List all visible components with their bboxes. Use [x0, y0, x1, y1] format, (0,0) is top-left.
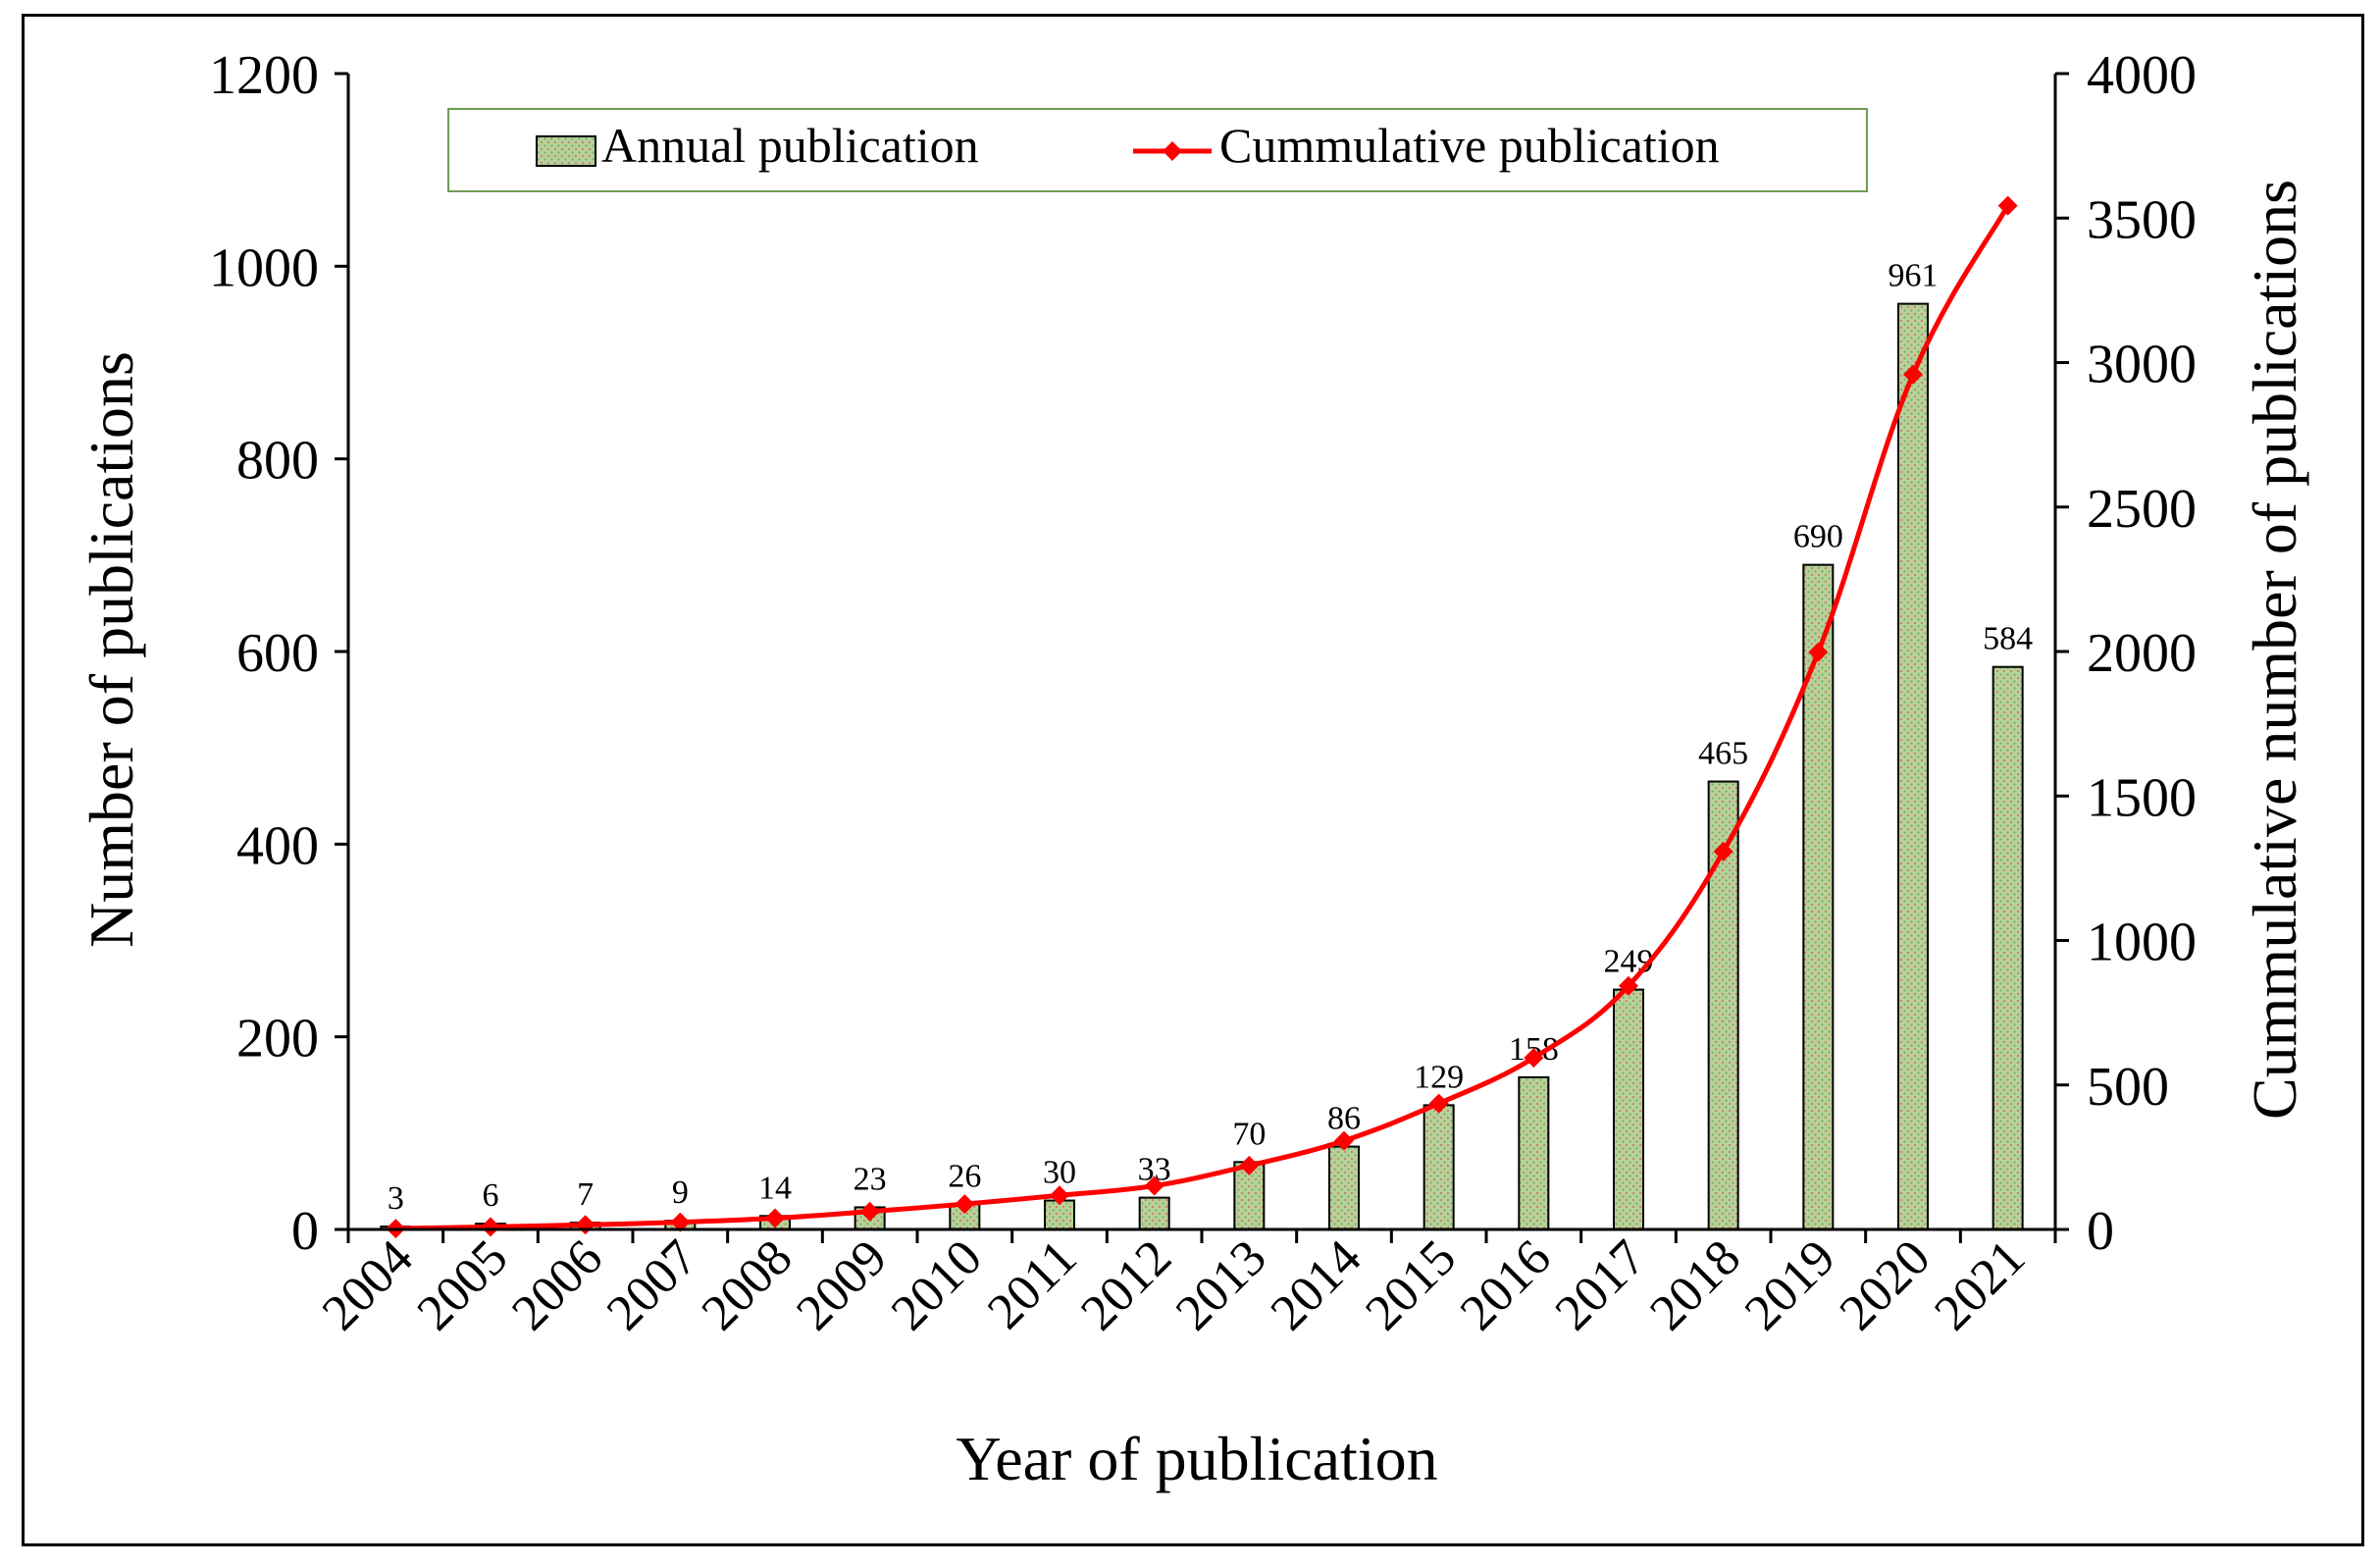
y-tick-label: 600 — [236, 623, 319, 684]
axes — [346, 74, 2057, 1231]
bar — [1613, 988, 1644, 1230]
x-tick-label: 2018 — [1639, 1229, 1751, 1341]
bar-data-label: 3 — [388, 1180, 404, 1217]
y2-tick-label: 2500 — [2087, 479, 2197, 540]
cumulative-point — [1144, 1175, 1164, 1196]
cumulative-point — [481, 1217, 500, 1237]
y-tick-label: 1000 — [209, 237, 319, 298]
legend: Annual publication Cummulative publicati… — [447, 108, 1868, 192]
cumulative-point — [670, 1212, 691, 1232]
bar — [1518, 1075, 1550, 1230]
bar-data-label: 6 — [483, 1177, 499, 1214]
y2-axis-label: Cummulative number of publications — [2240, 180, 2309, 1120]
legend-line-marker — [1163, 141, 1182, 161]
x-tick-label: 2015 — [1355, 1229, 1467, 1341]
cumulative-point — [955, 1194, 975, 1215]
bar-data-label: 86 — [1327, 1101, 1361, 1137]
bar-data-label: 23 — [854, 1161, 887, 1197]
x-tick-label: 2011 — [977, 1229, 1087, 1339]
bar-data-label: 30 — [1043, 1155, 1076, 1191]
y-tick-label: 1200 — [209, 45, 319, 106]
y-axis-label: Number of publications — [77, 351, 146, 948]
x-tick-label: 2012 — [1070, 1229, 1182, 1341]
legend-bar-swatch — [536, 135, 596, 167]
cumulative-point — [575, 1215, 595, 1235]
cumulative-point — [765, 1208, 785, 1228]
bar-data-label: 70 — [1232, 1116, 1266, 1152]
x-tick-label: 2021 — [1924, 1229, 2036, 1341]
cumulative-point — [1524, 1048, 1544, 1069]
y-tick-label: 0 — [291, 1201, 319, 1262]
bar-data-label: 249 — [1604, 944, 1654, 980]
y2-tick-label: 3500 — [2087, 189, 2197, 250]
cumulative-point — [1239, 1155, 1260, 1175]
y2-tick-label: 4000 — [2087, 45, 2197, 106]
bar — [1897, 302, 1929, 1230]
y2-tick-label: 1500 — [2087, 767, 2197, 828]
legend-bar-label: Annual publication — [601, 118, 979, 173]
x-tick-label: 2010 — [881, 1229, 993, 1341]
cumulative-point — [1808, 642, 1829, 662]
bar — [1328, 1145, 1360, 1230]
y-ticks-right: 0 500 1000 1500 2000 2500 3000 3500 4000 — [2055, 45, 2197, 1262]
x-tick-label: 2016 — [1450, 1229, 1562, 1341]
x-tick-label: 2019 — [1734, 1229, 1846, 1341]
bar-data-label: 961 — [1888, 258, 1939, 294]
x-tick-label: 2020 — [1830, 1229, 1941, 1341]
y-ticks-left: 0 200 400 600 800 1000 1200 — [209, 45, 348, 1262]
cumulative-point — [1713, 841, 1733, 861]
bar — [1423, 1104, 1455, 1230]
cumulative-point — [1334, 1130, 1354, 1151]
cumulative-point — [1997, 195, 2018, 216]
cumulative-point — [859, 1201, 880, 1222]
bar — [1992, 665, 2024, 1230]
x-tick-label: 2005 — [407, 1229, 519, 1341]
x-tick-label: 2008 — [692, 1229, 803, 1341]
chart: 367914232630337086129158249465690961584 … — [77, 45, 2309, 1493]
y-tick-label: 400 — [236, 815, 319, 876]
bar-data-label: 690 — [1793, 519, 1843, 555]
line-group — [386, 195, 2018, 1239]
bar — [1233, 1161, 1266, 1230]
x-tick-label: 2009 — [786, 1229, 898, 1341]
bar-group — [380, 302, 2024, 1231]
cumulative-line — [395, 204, 2010, 1231]
bar — [1138, 1196, 1170, 1230]
x-tick-label: 2006 — [501, 1229, 613, 1341]
cumulative-point — [1050, 1185, 1069, 1206]
y2-tick-label: 2000 — [2087, 623, 2197, 684]
x-tick-label: 2013 — [1165, 1229, 1277, 1341]
bar — [1802, 563, 1835, 1230]
bar-data-label: 26 — [948, 1158, 981, 1194]
figure-frame: 367914232630337086129158249465690961584 … — [22, 14, 2364, 1546]
y2-tick-label: 0 — [2087, 1201, 2114, 1262]
cumulative-point — [1428, 1093, 1449, 1114]
bar-data-label: 14 — [758, 1170, 792, 1206]
cumulative-point — [1619, 975, 1638, 996]
y-tick-label: 200 — [236, 1009, 319, 1070]
x-ticks: 2004200520062007200820092010201120122013… — [312, 1229, 2057, 1341]
x-tick-label: 2014 — [1261, 1229, 1372, 1341]
y2-tick-label: 3000 — [2087, 335, 2197, 395]
x-tick-label: 2017 — [1545, 1229, 1657, 1341]
bar-data-label: 7 — [577, 1176, 594, 1213]
bar-data-label: 9 — [672, 1174, 689, 1211]
bar-label-group: 367914232630337086129158249465690961584 — [388, 258, 2033, 1217]
legend-line-label: Cummulative publication — [1219, 118, 1720, 173]
x-tick-label: 2007 — [596, 1229, 708, 1341]
cumulative-point — [1903, 364, 1923, 385]
bar-data-label: 129 — [1414, 1059, 1464, 1095]
y2-tick-label: 1000 — [2087, 913, 2197, 973]
bar-data-label: 584 — [1983, 621, 2033, 657]
y2-tick-label: 500 — [2087, 1057, 2169, 1118]
x-axis-label: Year of publication — [956, 1424, 1437, 1493]
x-tick-label: 2004 — [312, 1229, 424, 1341]
y-tick-label: 800 — [236, 431, 319, 492]
bar-data-label: 465 — [1698, 736, 1748, 772]
